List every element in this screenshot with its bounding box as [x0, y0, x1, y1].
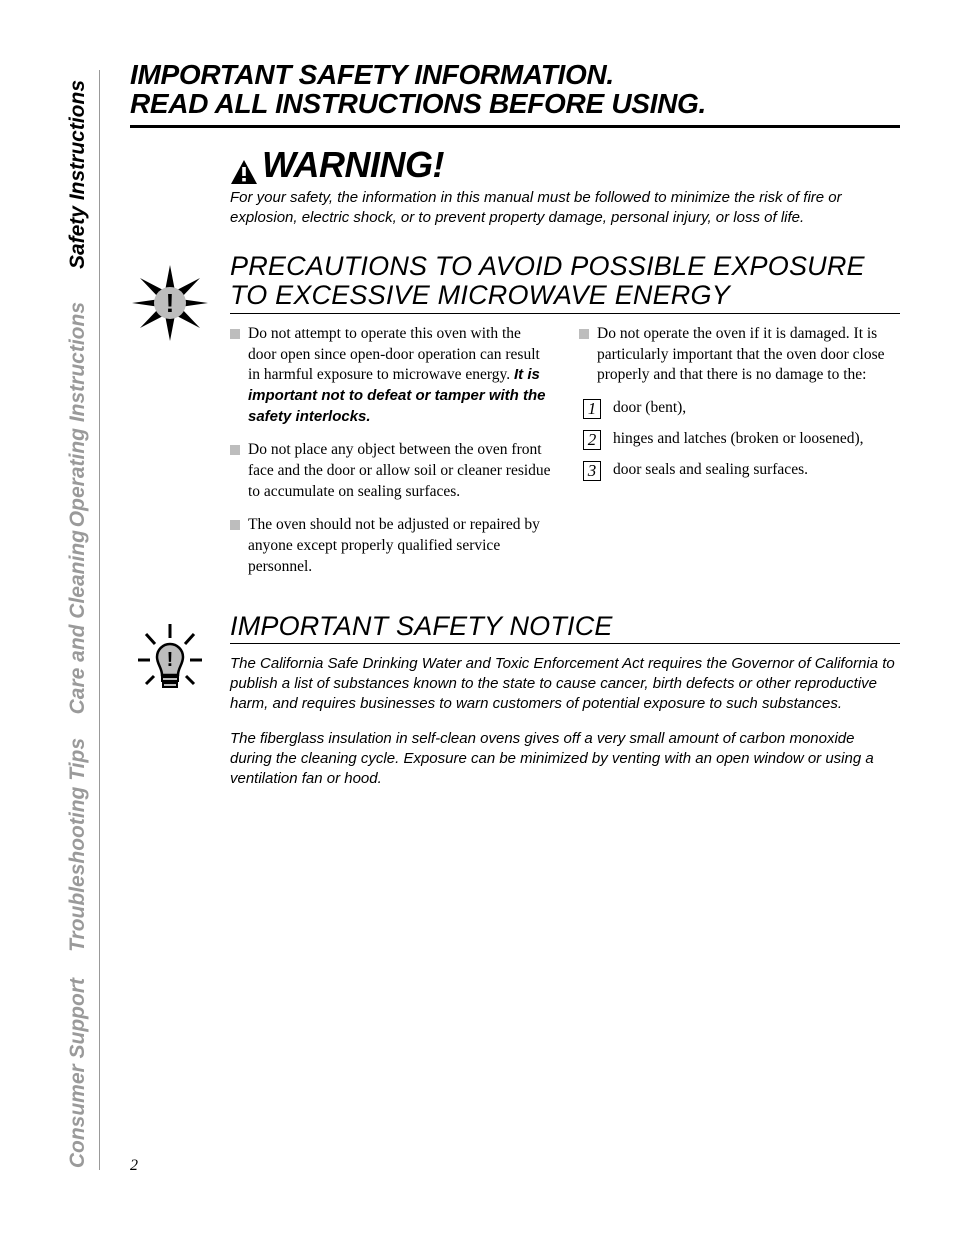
numbered-text: hinges and latches (broken or loosened),: [613, 429, 864, 449]
page-content: IMPORTANT SAFETY INFORMATION. READ ALL I…: [130, 60, 900, 825]
bullet-item: Do not operate the oven if it is damaged…: [579, 324, 900, 387]
svg-text:!: !: [166, 288, 175, 318]
bullet-text: The oven should not be adjusted or repai…: [248, 515, 551, 578]
square-bullet-icon: [579, 329, 589, 339]
main-heading: IMPORTANT SAFETY INFORMATION. READ ALL I…: [130, 60, 900, 128]
heading-line-2: READ ALL INSTRUCTIONS BEFORE USING.: [130, 88, 706, 119]
square-bullet-icon: [230, 520, 240, 530]
bullet-item: The oven should not be adjusted or repai…: [230, 515, 551, 578]
svg-text:!: !: [167, 649, 174, 671]
heading-line-1: IMPORTANT SAFETY INFORMATION.: [130, 59, 614, 90]
sidebar-tab: Consumer Support: [66, 978, 90, 1168]
sidebar-tab: Safety Instructions: [66, 80, 90, 269]
numbered-item: 3 door seals and sealing surfaces.: [583, 460, 900, 481]
warning-block: WARNING! For your safety, the informatio…: [230, 144, 900, 229]
square-bullet-icon: [230, 445, 240, 455]
sidebar-tab: Operating Instructions: [66, 302, 90, 527]
number-box: 3: [583, 461, 601, 481]
notice-title: IMPORTANT SAFETY NOTICE: [230, 612, 900, 644]
notice-paragraph: The fiberglass insulation in self-clean …: [230, 729, 900, 790]
notice-paragraph: The California Safe Drinking Water and T…: [230, 654, 900, 715]
precautions-right-column: Do not operate the oven if it is damaged…: [579, 324, 900, 590]
sidebar-tab: Troubleshooting Tips: [66, 738, 90, 952]
warning-subtitle: For your safety, the information in this…: [230, 188, 900, 229]
bullet-item: Do not attempt to operate this oven with…: [230, 324, 551, 429]
notice-section: ! IMPORTANT SAFETY NOTICE The California…: [130, 612, 900, 804]
numbered-text: door (bent),: [613, 398, 686, 418]
sidebar-tabs: Safety Instructions Operating Instruction…: [60, 70, 100, 1170]
precautions-title: PRECAUTIONS TO AVOID POSSIBLE EXPOSURE T…: [230, 252, 900, 313]
precautions-left-column: Do not attempt to operate this oven with…: [230, 324, 551, 590]
bullet-text: Do not operate the oven if it is damaged…: [597, 324, 900, 387]
bullet-text: Do not attempt to operate this oven with…: [248, 324, 551, 429]
numbered-item: 1 door (bent),: [583, 398, 900, 419]
bullet-text: Do not place any object between the oven…: [248, 440, 551, 503]
numbered-list: 1 door (bent), 2 hinges and latches (broken…: [583, 398, 900, 481]
explosion-icon: !: [130, 252, 230, 589]
numbered-item: 2 hinges and latches (broken or loosened)…: [583, 429, 900, 450]
lightbulb-alert-icon: !: [130, 612, 230, 804]
page-number: 2: [130, 1157, 138, 1175]
warning-title: WARNING!: [230, 144, 900, 186]
bullet-item: Do not place any object between the oven…: [230, 440, 551, 503]
numbered-text: door seals and sealing surfaces.: [613, 460, 808, 480]
number-box: 1: [583, 399, 601, 419]
number-box: 2: [583, 430, 601, 450]
warning-title-text: WARNING!: [262, 144, 444, 186]
alert-triangle-icon: [230, 152, 258, 178]
sidebar-tab: Care and Cleaning: [66, 530, 90, 714]
precautions-section: ! PRECAUTIONS TO AVOID POSSIBLE EXPOSURE…: [130, 252, 900, 589]
square-bullet-icon: [230, 329, 240, 339]
